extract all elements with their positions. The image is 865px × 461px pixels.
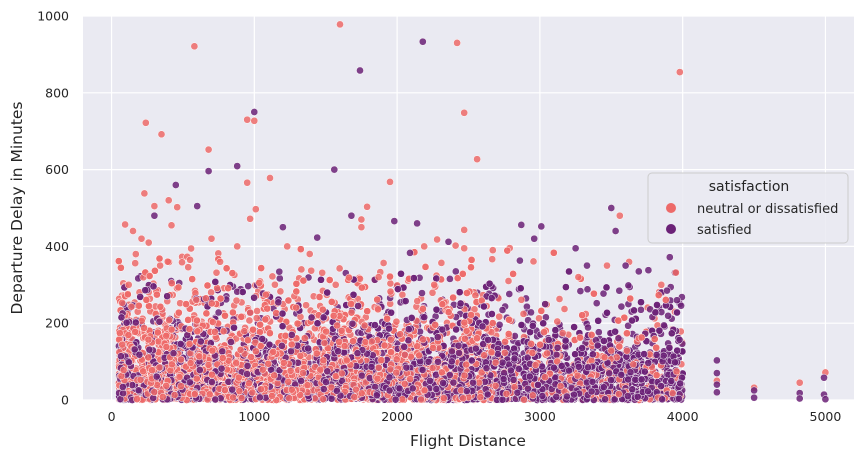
- point-satisfied: [275, 267, 284, 276]
- point-neutral-or-dissatisfied: [386, 287, 395, 296]
- point-neutral-or-dissatisfied: [302, 301, 310, 310]
- point-satisfied: [614, 334, 623, 343]
- point-satisfied: [615, 286, 624, 295]
- point-neutral-or-dissatisfied: [271, 280, 279, 289]
- point-neutral-or-dissatisfied: [131, 259, 140, 268]
- point-neutral-or-dissatisfied: [553, 317, 562, 326]
- point-satisfied: [634, 267, 643, 276]
- point-neutral-or-dissatisfied: [232, 296, 241, 305]
- point-satisfied: [624, 321, 632, 330]
- point-neutral-or-dissatisfied: [428, 288, 437, 297]
- point-satisfied: [495, 320, 504, 329]
- data-points: [114, 20, 830, 404]
- point-satisfied: [498, 306, 507, 314]
- point-neutral-or-dissatisfied: [178, 258, 186, 267]
- point-neutral-or-dissatisfied: [187, 244, 195, 253]
- point-neutral-or-dissatisfied: [555, 295, 564, 303]
- point-satisfied: [244, 282, 253, 290]
- point-neutral-or-dissatisfied: [517, 295, 526, 304]
- point-neutral-or-dissatisfied: [252, 314, 261, 322]
- point-neutral-or-dissatisfied: [335, 264, 344, 273]
- point-satisfied: [617, 302, 626, 311]
- point-satisfied: [592, 299, 601, 308]
- point-neutral-or-dissatisfied: [184, 263, 193, 272]
- point-satisfied: [275, 274, 284, 283]
- point-neutral-or-dissatisfied: [386, 279, 395, 288]
- point-satisfied: [637, 305, 645, 314]
- point-satisfied: [418, 289, 426, 297]
- point-neutral-or-dissatisfied: [560, 305, 569, 313]
- point-neutral-or-dissatisfied: [519, 310, 528, 318]
- point-neutral-or-dissatisfied: [529, 257, 538, 266]
- point-neutral-or-dissatisfied: [245, 316, 254, 325]
- point-neutral-or-dissatisfied: [379, 259, 388, 267]
- point-neutral-or-dissatisfied: [413, 297, 422, 305]
- point-neutral-or-dissatisfied: [276, 287, 285, 296]
- point-satisfied: [664, 311, 672, 320]
- point-neutral-or-dissatisfied: [268, 272, 277, 281]
- point-satisfied: [576, 287, 585, 295]
- point-satisfied: [505, 290, 514, 298]
- point-satisfied: [214, 308, 223, 317]
- point-satisfied: [599, 289, 608, 298]
- point-neutral-or-dissatisfied: [495, 312, 504, 321]
- point-neutral-or-dissatisfied: [212, 268, 221, 277]
- point-neutral-or-dissatisfied: [305, 250, 314, 258]
- point-neutral-or-dissatisfied: [437, 259, 446, 267]
- point-satisfied: [677, 301, 685, 310]
- point-satisfied: [527, 308, 535, 317]
- point-satisfied: [446, 275, 454, 283]
- point-neutral-or-dissatisfied: [307, 266, 316, 275]
